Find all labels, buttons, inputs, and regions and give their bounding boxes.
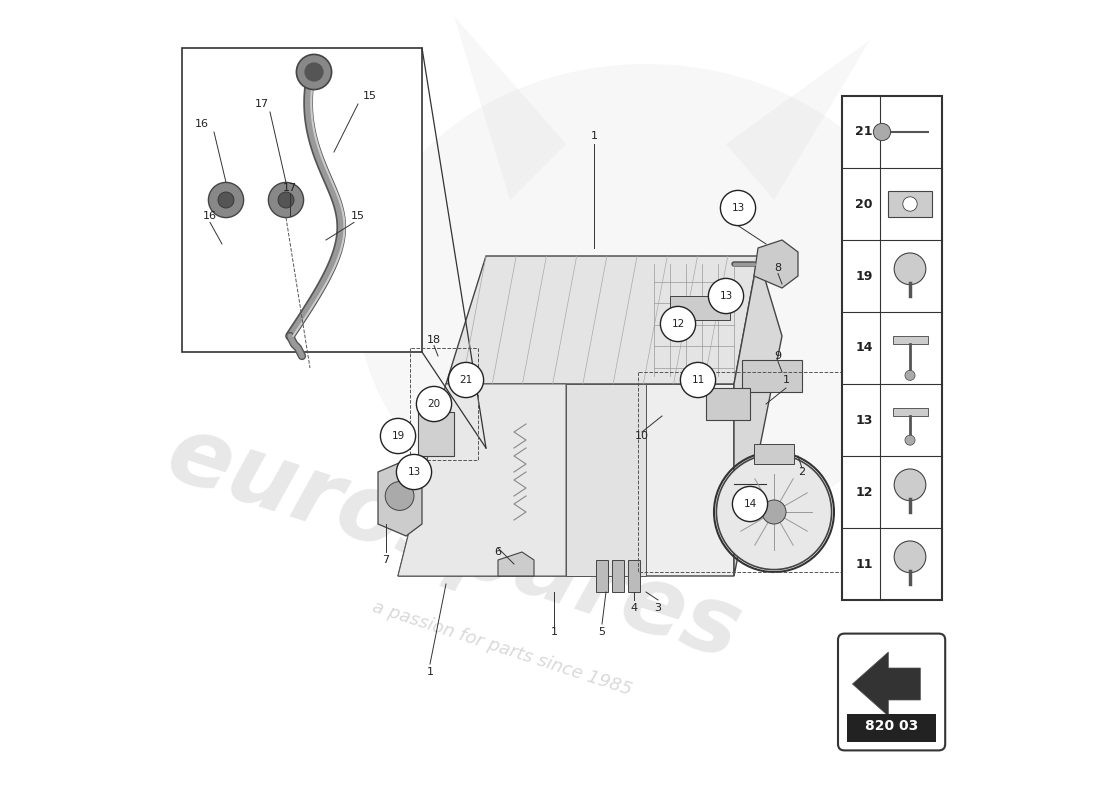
Text: 20: 20 bbox=[856, 198, 872, 210]
Circle shape bbox=[218, 192, 234, 208]
Text: 1: 1 bbox=[427, 667, 433, 677]
Text: 19: 19 bbox=[392, 431, 405, 441]
Circle shape bbox=[708, 278, 744, 314]
Text: 13: 13 bbox=[732, 203, 745, 213]
Text: 14: 14 bbox=[744, 499, 757, 509]
Polygon shape bbox=[498, 552, 534, 576]
FancyBboxPatch shape bbox=[838, 634, 945, 750]
Circle shape bbox=[296, 54, 331, 90]
FancyBboxPatch shape bbox=[418, 412, 454, 456]
Text: 11: 11 bbox=[856, 558, 872, 570]
Polygon shape bbox=[398, 384, 734, 576]
Text: 820 03: 820 03 bbox=[865, 719, 918, 734]
FancyBboxPatch shape bbox=[847, 714, 936, 742]
Text: 14: 14 bbox=[856, 342, 872, 354]
Circle shape bbox=[660, 306, 695, 342]
Circle shape bbox=[681, 362, 716, 398]
Text: 1: 1 bbox=[591, 131, 597, 141]
Circle shape bbox=[381, 418, 416, 454]
Text: 4: 4 bbox=[630, 603, 638, 613]
FancyBboxPatch shape bbox=[892, 336, 927, 344]
Polygon shape bbox=[446, 256, 758, 384]
Text: 12: 12 bbox=[671, 319, 684, 329]
Text: a passion for parts since 1985: a passion for parts since 1985 bbox=[370, 598, 634, 698]
Text: 13: 13 bbox=[719, 291, 733, 301]
Text: 8: 8 bbox=[774, 263, 782, 273]
Text: 5: 5 bbox=[598, 627, 605, 637]
Circle shape bbox=[278, 192, 294, 208]
Ellipse shape bbox=[358, 64, 934, 544]
FancyBboxPatch shape bbox=[595, 560, 608, 592]
Polygon shape bbox=[378, 460, 422, 536]
Text: 6: 6 bbox=[495, 547, 502, 557]
Text: 3: 3 bbox=[654, 603, 661, 613]
Text: 1: 1 bbox=[550, 627, 558, 637]
Circle shape bbox=[873, 123, 891, 141]
FancyBboxPatch shape bbox=[628, 560, 640, 592]
Polygon shape bbox=[852, 652, 921, 716]
Circle shape bbox=[208, 182, 243, 218]
Text: 15: 15 bbox=[363, 91, 377, 101]
FancyBboxPatch shape bbox=[742, 360, 802, 392]
Circle shape bbox=[905, 370, 915, 380]
Circle shape bbox=[894, 541, 926, 573]
Circle shape bbox=[733, 486, 768, 522]
Text: 18: 18 bbox=[427, 335, 441, 345]
Circle shape bbox=[449, 362, 484, 398]
Circle shape bbox=[905, 435, 915, 445]
Text: 10: 10 bbox=[635, 431, 649, 441]
Text: eurospares: eurospares bbox=[156, 408, 752, 680]
Text: 17: 17 bbox=[255, 99, 270, 109]
Circle shape bbox=[720, 190, 756, 226]
Text: 1: 1 bbox=[782, 375, 790, 385]
FancyBboxPatch shape bbox=[182, 48, 422, 352]
Text: 9: 9 bbox=[774, 351, 782, 361]
Circle shape bbox=[903, 197, 917, 211]
Circle shape bbox=[417, 386, 452, 422]
Text: 19: 19 bbox=[856, 270, 872, 282]
Text: 15: 15 bbox=[351, 211, 365, 221]
FancyBboxPatch shape bbox=[670, 296, 730, 320]
FancyBboxPatch shape bbox=[842, 96, 942, 600]
FancyBboxPatch shape bbox=[706, 388, 750, 420]
FancyBboxPatch shape bbox=[612, 560, 625, 592]
FancyBboxPatch shape bbox=[888, 191, 932, 217]
Text: 16: 16 bbox=[204, 211, 217, 221]
Text: 7: 7 bbox=[383, 555, 389, 565]
Text: 16: 16 bbox=[195, 119, 209, 129]
Text: 11: 11 bbox=[692, 375, 705, 385]
Circle shape bbox=[268, 182, 304, 218]
Polygon shape bbox=[726, 40, 870, 200]
Polygon shape bbox=[566, 384, 646, 576]
Text: 17: 17 bbox=[283, 183, 297, 193]
Text: 21: 21 bbox=[460, 375, 473, 385]
Text: 20: 20 bbox=[428, 399, 441, 409]
Text: 12: 12 bbox=[856, 486, 872, 498]
Text: 13: 13 bbox=[856, 414, 872, 426]
Circle shape bbox=[396, 454, 431, 490]
FancyBboxPatch shape bbox=[754, 444, 794, 464]
Circle shape bbox=[894, 253, 926, 285]
Text: 21: 21 bbox=[856, 126, 872, 138]
FancyBboxPatch shape bbox=[892, 408, 927, 416]
Circle shape bbox=[894, 469, 926, 501]
Circle shape bbox=[762, 500, 786, 524]
Text: 2: 2 bbox=[799, 467, 805, 477]
Circle shape bbox=[385, 482, 414, 510]
Circle shape bbox=[305, 62, 323, 82]
Polygon shape bbox=[454, 16, 566, 200]
Text: 13: 13 bbox=[407, 467, 420, 477]
Polygon shape bbox=[398, 384, 566, 576]
Circle shape bbox=[716, 454, 832, 570]
Polygon shape bbox=[734, 256, 782, 576]
Polygon shape bbox=[754, 240, 798, 288]
